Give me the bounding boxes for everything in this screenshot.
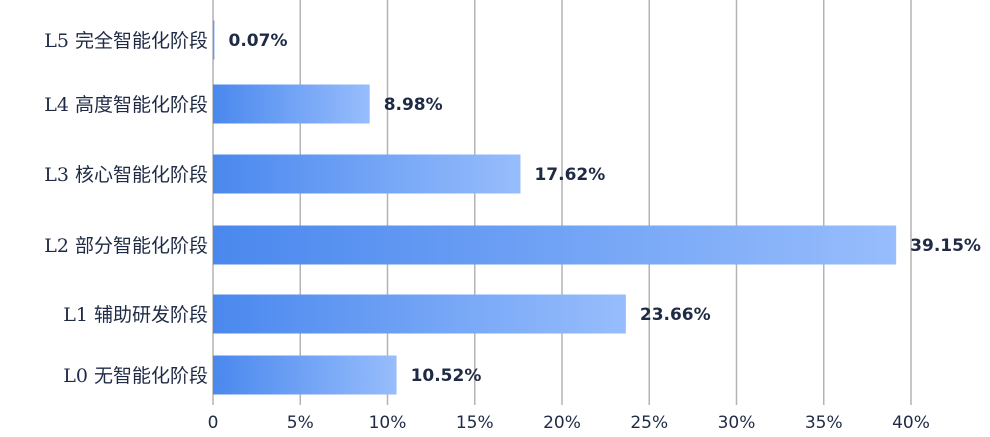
x-tick-label: 35% xyxy=(805,413,843,433)
x-tick-label: 5% xyxy=(287,413,314,433)
category-label: L3 核心智能化阶段 xyxy=(44,164,208,186)
labels: 0 5% 10% 15% 20% 25% 30% 35% 40% L5 完全智能化阶段 0.07% L… xyxy=(44,30,981,433)
x-tick-label: 25% xyxy=(630,413,668,433)
category-label: L4 高度智能化阶段 xyxy=(44,94,208,116)
category-label: L2 部分智能化阶段 xyxy=(44,235,208,257)
bar xyxy=(213,84,370,124)
x-tick-label: 15% xyxy=(456,413,494,433)
x-tick-label: 10% xyxy=(369,413,407,433)
bar xyxy=(213,294,626,334)
data-label: 17.62% xyxy=(534,165,605,185)
grid-lines xyxy=(212,0,912,405)
bars xyxy=(213,20,897,395)
category-label: L5 完全智能化阶段 xyxy=(44,30,208,52)
category-label: L1 辅助研发阶段 xyxy=(63,304,208,326)
data-label: 39.15% xyxy=(910,236,981,256)
x-tick-label: 30% xyxy=(718,413,756,433)
category-label: L0 无智能化阶段 xyxy=(63,365,208,387)
bar xyxy=(213,20,215,60)
data-label: 10.52% xyxy=(411,366,482,386)
bar xyxy=(213,225,897,265)
data-label: 0.07% xyxy=(229,31,288,51)
data-label: 23.66% xyxy=(640,305,711,325)
bar xyxy=(213,154,521,194)
data-label: 8.98% xyxy=(384,95,443,115)
x-tick-label: 20% xyxy=(543,413,581,433)
bar xyxy=(213,355,397,395)
x-tick-label: 0 xyxy=(208,413,219,433)
x-tick-label: 40% xyxy=(892,413,930,433)
